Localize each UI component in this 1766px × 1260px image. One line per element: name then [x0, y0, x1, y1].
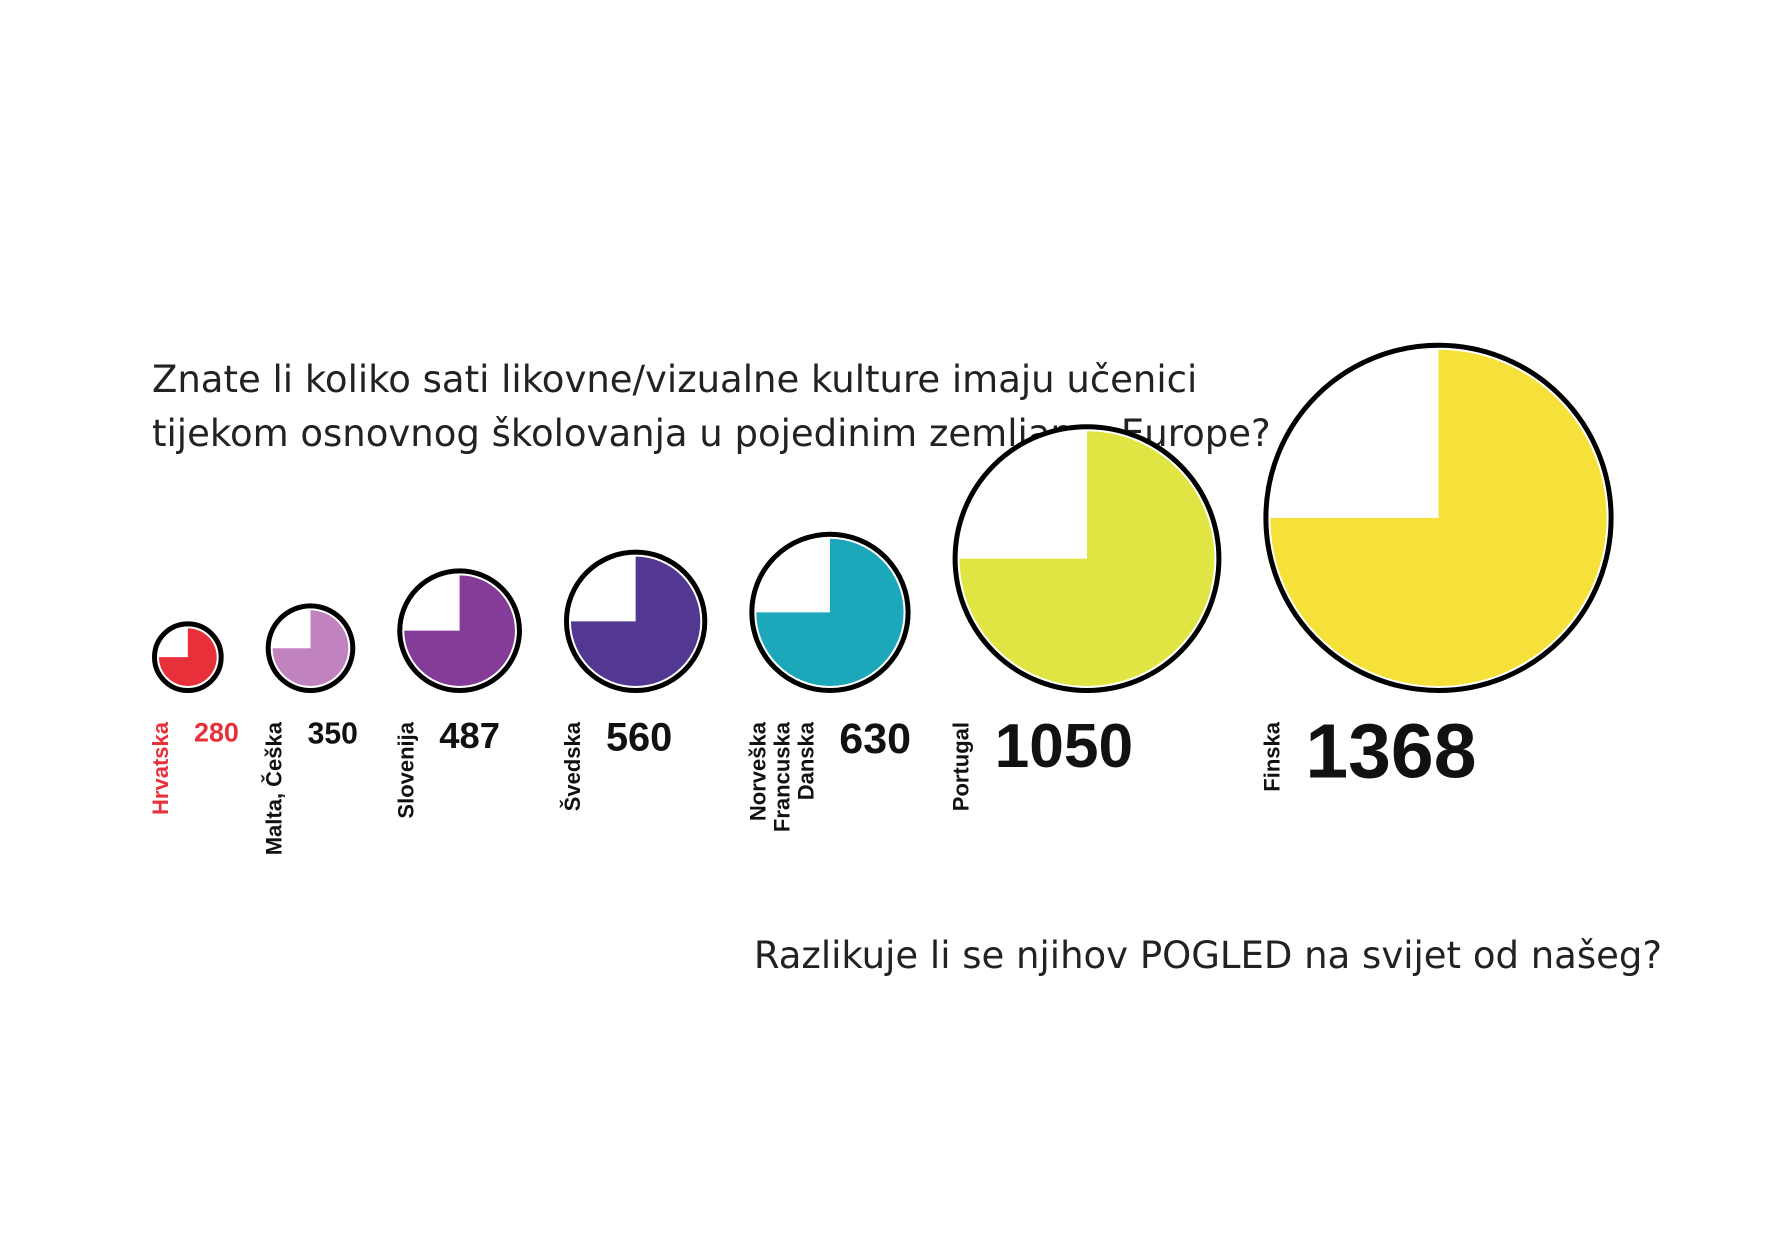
bubble-fill [756, 538, 904, 686]
title-line: Znate li koliko sati likovne/vizualne ku… [152, 358, 1197, 401]
category-label: Francuska [769, 721, 794, 832]
value-label: 630 [839, 715, 911, 763]
category-label: Slovenija [393, 721, 418, 818]
category-label: Danska [793, 721, 818, 800]
category-label: Norveška [745, 721, 770, 821]
value-label: 280 [194, 717, 239, 747]
footer: Razlikuje li se njihov POGLED na svijet … [754, 934, 1662, 977]
bubble-fill [959, 431, 1215, 686]
category-label: Švedska [560, 721, 585, 811]
category-label: Malta, Češka [262, 721, 287, 855]
bubble-fill [570, 556, 701, 686]
value-label: 487 [439, 715, 500, 756]
bubble-fill [272, 610, 349, 686]
category-label: Portugal [949, 722, 974, 811]
category-label: Hrvatska [148, 721, 173, 815]
value-label: 1050 [995, 712, 1134, 781]
value-label: 1368 [1305, 708, 1476, 794]
bubble-fill [159, 628, 217, 686]
value-label: 560 [606, 716, 672, 760]
bubble-fill [404, 575, 515, 686]
category-label: Finska [1259, 721, 1284, 791]
value-label: 350 [308, 718, 358, 751]
bubble-fill [1270, 349, 1607, 686]
